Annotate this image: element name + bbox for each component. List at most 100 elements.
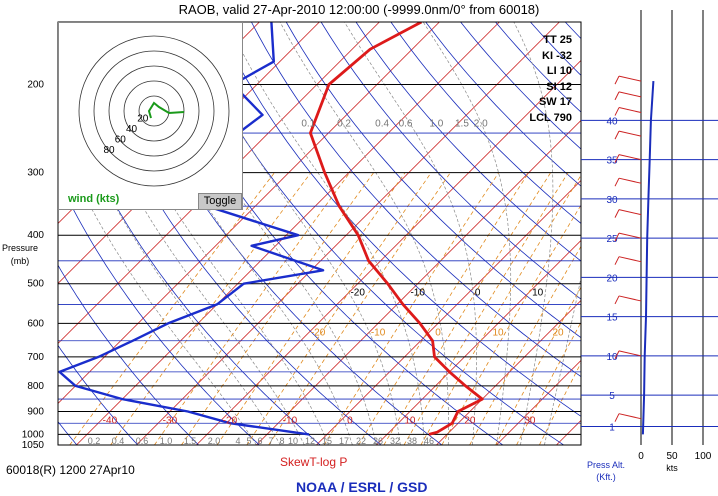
mixing-ratio-bottom-label: 46 [424,436,434,446]
isotherm [436,299,581,445]
mixing-ratio-line [323,172,500,445]
mixing-ratio-line [420,174,581,445]
temp-tick-bottom: -30 [163,415,178,426]
press-alt-unit: (Kft.) [596,472,616,482]
pressure-tick-label: 1050 [22,440,45,451]
temp-tick-top: 0 [475,288,481,299]
hodo-ring [138,95,170,127]
wind-barb [618,256,642,263]
index-value: 12 [556,80,572,93]
wind-barb [618,413,642,420]
mixing-ratio-line [268,172,451,445]
temp-tick-mid: -10 [371,327,386,338]
temp-tick-mid: 20 [552,327,564,338]
wind-barb [618,107,642,114]
index-label: SI [546,80,557,93]
temp-tick-mid: -20 [311,327,326,338]
mixing-ratio-line [403,172,569,445]
temp-tick-bottom: 20 [464,415,476,426]
wind-barb [618,154,642,161]
dry-adiabat [600,22,718,445]
isotherm [76,22,500,445]
dewpoint-profile [58,22,325,436]
moist-adiabat [58,136,257,445]
isotherm [316,179,581,445]
chart-name: SkewT-log P [280,455,348,469]
mixing-ratio-line [383,172,551,445]
org-label: NOAA / ESRL / GSD [296,479,428,495]
wind-barb [618,91,642,98]
plot-frame [57,21,582,446]
hodo-ring-label: 40 [126,124,138,135]
wind-barb-flag [614,209,620,218]
pressure-tick-label: 600 [27,318,44,329]
speed-profile [641,81,655,435]
hodograph-wind-label: wind (kts) [68,193,120,205]
mixing-ratio-bottom-label: 0.6 [136,436,149,446]
mixing-ratio-label: 1.5 [455,119,469,130]
wind-barb [618,75,642,82]
station-label: 60018(R) 1200 27Apr10 [6,463,135,477]
pressure-axis-title: Pressure (mb) [2,242,38,268]
wind-barb-flag [614,130,620,140]
mixing-ratio-bottom-label: 12 [305,436,315,446]
mixing-ratio-label: 0.6 [399,119,413,130]
altitude-tick-label: 40 [606,116,618,127]
pressure-title: Pressure [2,243,39,253]
dry-adiabat [564,22,581,40]
mixing-ratio-bottom-label: 0.4 [112,436,125,446]
mixing-ratio-bottom-label: 8 [279,436,284,446]
temp-tick-top: 10 [532,288,544,299]
mixing-ratio-line [246,172,432,445]
mixing-ratio-bottom-label: 32 [390,436,400,446]
mixing-ratio-bottom-label: 7 [268,436,273,446]
mixing-ratio-label: 0.2 [337,119,351,130]
wind-barb [618,209,642,216]
mixing-ratio-label: 1.0 [429,119,443,130]
mixing-ratio-line [358,172,530,445]
wind-barb-flag [614,154,620,163]
temp-tick-mid: 0 [435,327,441,338]
wind-barb [618,295,642,302]
speed-tick-label: 50 [666,451,678,462]
altitude-tick-label: 20 [606,273,618,284]
mixing-ratio-bottom-label: 1.5 [184,436,197,446]
toggle-button[interactable]: Toggle [198,193,242,210]
mixing-ratio-label: 2.0 [474,119,488,130]
mixing-ratio-bottom-label: 26 [373,436,383,446]
wind-barb-flag [614,413,620,422]
index-value: 10 [556,65,572,77]
isotherm [676,22,718,445]
index-value: 790 [550,111,572,124]
temp-tick-bottom: -10 [283,415,298,426]
mixing-ratio-line [441,204,581,445]
temperature-profile [308,22,484,436]
mixing-ratio-bottom-label: 22 [356,436,366,446]
dry-adiabat [460,22,581,150]
hodo-ring-label: 60 [115,135,127,146]
wind-barb-flag [614,256,620,265]
mixing-ratio-line [154,172,351,445]
isotherm [496,359,581,445]
wind-barb-flag [614,232,620,242]
mixing-ratio-bottom-label: 0.2 [88,436,101,446]
wind-barb [618,130,642,137]
altitude-tick-label: 35 [606,156,618,167]
altitude-tick-label: 30 [606,195,618,206]
hodo-ring [78,35,230,187]
index-row: LCL 790 [529,111,572,127]
wind-barb [618,350,642,357]
index-row: SW 17 [529,95,572,111]
altitude-tick-label: 10 [606,352,618,363]
pressure-tick-label: 500 [27,279,44,290]
pressure-tick-label: 900 [27,406,44,417]
temp-tick-mid: 10 [492,327,504,338]
mixing-ratio-line [216,172,406,445]
index-label: TT [543,34,557,46]
mixing-ratio-bottom-label: 15 [322,436,332,446]
mixing-ratio-bottom-label: 10 [288,436,298,446]
pressure-tick-label: 800 [27,381,44,392]
speed-tick-label: 100 [695,451,712,462]
index-label: SW [538,96,557,108]
pressure-tick-label: 1000 [22,429,45,440]
